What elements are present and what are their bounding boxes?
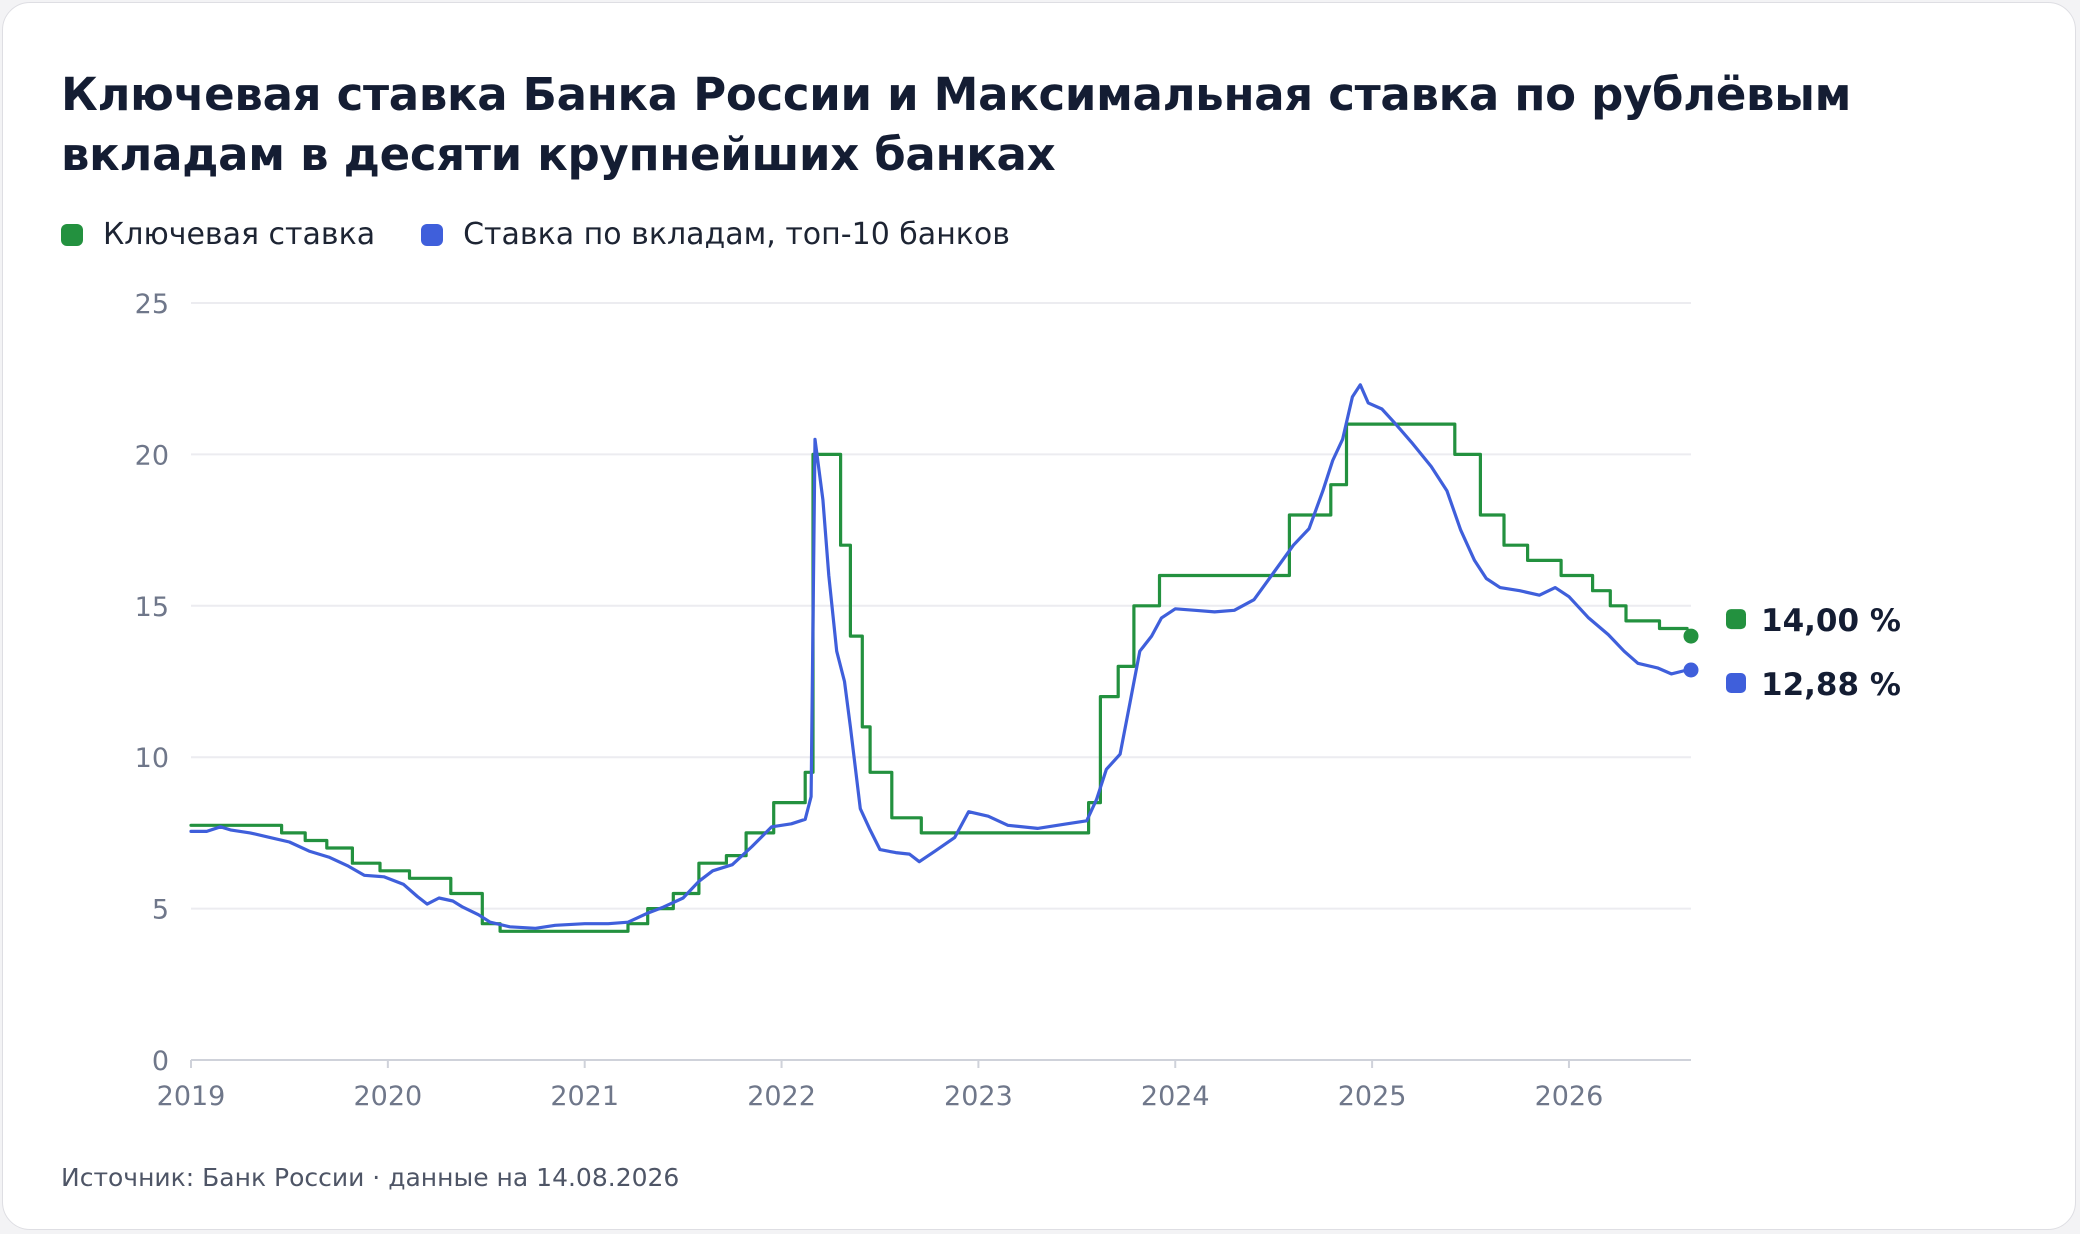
x-tick-label: 2020 xyxy=(353,1081,422,1112)
legend-item-deposit-rate[interactable]: Ставка по вкладам, топ-10 банков xyxy=(421,217,1010,252)
series-line-key-rate xyxy=(189,422,1689,933)
x-tick-label: 2025 xyxy=(1338,1081,1407,1112)
y-tick-label: 0 xyxy=(152,1046,169,1077)
series-line-deposit-rate xyxy=(189,383,1689,930)
legend-label-key-rate: Ключевая ставка xyxy=(103,217,376,252)
end-point-deposit-rate xyxy=(1683,662,1699,678)
y-tick-label: 10 xyxy=(135,743,169,774)
end-label-swatch-key-rate xyxy=(1726,609,1746,630)
legend-label-deposit-rate: Ставка по вкладам, топ-10 банков xyxy=(463,217,1010,252)
x-tick-label: 2024 xyxy=(1141,1081,1210,1112)
legend-item-key-rate[interactable]: Ключевая ставка xyxy=(61,217,375,252)
x-tick-label: 2023 xyxy=(944,1081,1013,1112)
legend-swatch-deposit-rate xyxy=(421,223,444,246)
x-tick-label: 2019 xyxy=(157,1081,226,1112)
chart-title: Ключевая ставка Банка России и Максималь… xyxy=(61,68,1852,181)
legend-swatch-key-rate xyxy=(61,223,83,246)
end-label-key-rate: 14,00 % xyxy=(1761,603,1901,639)
end-point-key-rate xyxy=(1683,628,1699,644)
y-tick-label: 20 xyxy=(135,440,169,471)
source-note: Источник: Банк России · данные на 14.08.… xyxy=(61,1163,680,1192)
y-tick-label: 15 xyxy=(135,592,169,623)
x-tick-label: 2022 xyxy=(747,1081,816,1112)
end-label-swatch-deposit-rate xyxy=(1726,672,1746,693)
x-tick-label: 2021 xyxy=(550,1081,619,1112)
chart-legend: Ключевая ставка Ставка по вкладам, топ-1… xyxy=(61,217,1010,252)
y-tick-label: 5 xyxy=(152,895,169,926)
x-tick-label: 2026 xyxy=(1535,1081,1604,1112)
y-tick-label: 25 xyxy=(135,289,169,320)
end-label-deposit-rate: 12,88 % xyxy=(1761,667,1901,703)
